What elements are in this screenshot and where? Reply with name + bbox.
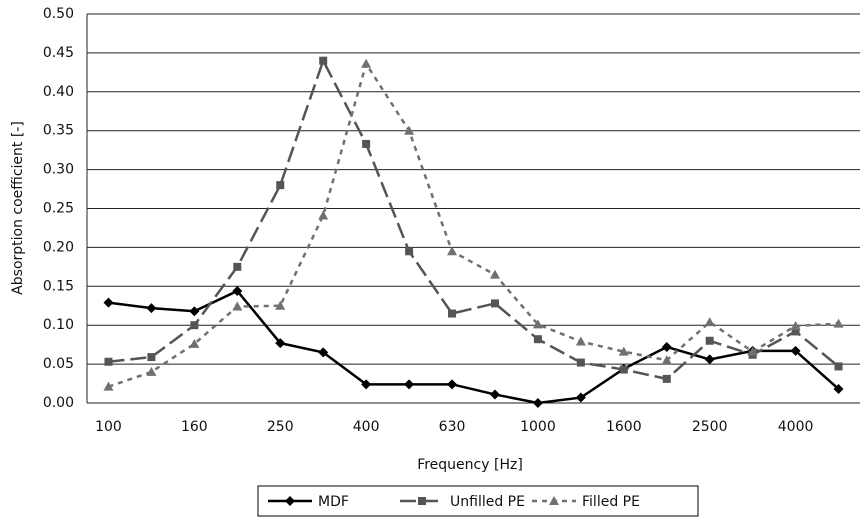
y-tick-label: 0.25	[43, 201, 74, 217]
y-tick-label: 0.10	[43, 317, 74, 333]
marker	[232, 285, 243, 296]
marker	[362, 139, 371, 148]
marker	[791, 327, 800, 336]
x-tick-label: 400	[353, 419, 380, 435]
legend-marker	[418, 497, 426, 505]
legend-box	[257, 485, 699, 517]
marker	[619, 365, 628, 374]
marker	[103, 297, 114, 308]
marker	[276, 181, 285, 190]
marker	[834, 362, 843, 371]
series-line	[108, 289, 840, 405]
marker	[833, 318, 844, 328]
marker	[661, 341, 672, 352]
marker	[190, 321, 199, 330]
marker	[319, 56, 328, 65]
marker	[532, 398, 543, 408]
y-tick-label: 0.15	[43, 278, 74, 294]
marker	[146, 366, 157, 376]
marker	[104, 357, 113, 366]
y-axis-title: Absorption coefficient [-]	[10, 121, 26, 295]
legend-label: MDF	[318, 494, 349, 510]
marker	[318, 347, 329, 358]
marker	[704, 354, 715, 365]
marker	[489, 389, 500, 400]
x-tick-label: 160	[181, 419, 208, 435]
x-tick-label: 630	[439, 419, 466, 435]
y-tick-label: 0.30	[43, 162, 74, 178]
marker	[447, 379, 458, 390]
y-tick-label: 0.50	[43, 6, 74, 22]
marker	[704, 317, 715, 327]
marker	[705, 336, 714, 345]
y-tick-label: 0.00	[43, 395, 74, 411]
series-line	[108, 60, 839, 388]
marker	[790, 320, 801, 330]
y-tick-label: 0.20	[43, 239, 74, 255]
series-line	[108, 57, 840, 381]
marker	[103, 381, 114, 391]
x-tick-label: 2500	[692, 419, 728, 435]
marker	[575, 392, 586, 403]
y-tick-label: 0.35	[43, 123, 74, 139]
marker	[747, 346, 758, 356]
marker	[275, 338, 286, 349]
marker	[146, 303, 157, 314]
x-tick-label: 1000	[520, 419, 556, 435]
marker	[404, 379, 415, 390]
marker	[532, 319, 543, 329]
marker	[575, 336, 586, 346]
marker	[618, 346, 629, 356]
y-tick-label: 0.40	[43, 84, 74, 100]
x-tick-label: 100	[95, 419, 122, 435]
marker	[275, 300, 286, 310]
x-tick-label: 4000	[778, 419, 814, 435]
marker	[661, 355, 672, 365]
legend-label: Filled PE	[582, 494, 640, 510]
marker	[361, 379, 372, 390]
marker	[189, 338, 200, 348]
legend-marker	[549, 496, 559, 505]
marker	[533, 335, 542, 344]
marker	[189, 306, 200, 317]
marker	[404, 125, 415, 135]
marker	[790, 345, 801, 356]
marker	[576, 358, 585, 367]
marker	[147, 353, 156, 362]
x-axis-title: Frequency [Hz]	[417, 457, 523, 473]
marker	[448, 309, 457, 318]
marker	[833, 383, 844, 394]
marker	[405, 247, 414, 256]
legend-label: Unfilled PE	[450, 494, 525, 510]
marker	[490, 299, 499, 308]
marker	[318, 210, 329, 220]
marker	[361, 58, 372, 68]
y-tick-label: 0.45	[43, 45, 74, 61]
x-tick-label: 1600	[606, 419, 642, 435]
legend-marker	[285, 496, 295, 506]
marker	[447, 246, 458, 256]
marker	[489, 269, 500, 279]
x-tick-label: 250	[267, 419, 294, 435]
marker	[233, 262, 242, 271]
marker	[232, 301, 243, 311]
marker	[662, 374, 671, 383]
y-tick-label: 0.05	[43, 356, 74, 372]
